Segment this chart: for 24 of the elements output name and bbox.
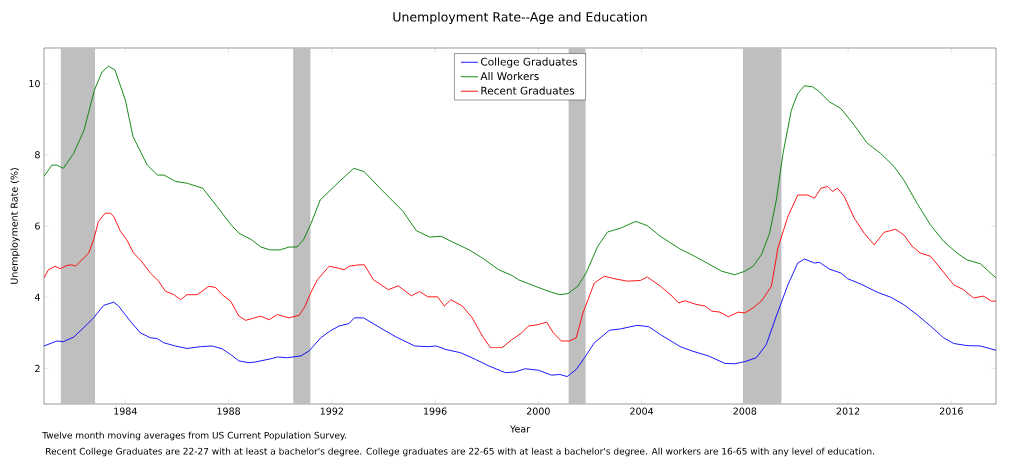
text: Twelve month moving averages from US Current Population Survey. — [42, 431, 346, 441]
y-tick-label: 10 — [29, 80, 40, 88]
x-tick-label: 2004 — [630, 407, 654, 415]
legend-label: All Workers — [480, 72, 539, 81]
line-series — [44, 186, 997, 349]
x-tick-label: 2008 — [733, 407, 757, 415]
legend-label: College Graduates — [480, 57, 578, 68]
legend-label: Recent Graduates — [481, 86, 575, 95]
x-tick-label: 1988 — [217, 407, 240, 415]
y-tick-label: 2 — [35, 364, 40, 372]
x-axis-title: Year — [509, 425, 531, 433]
y-tick-label: 6 — [35, 222, 40, 230]
x-tick-label: 1996 — [424, 407, 447, 415]
y-tick-label: 4 — [34, 293, 40, 301]
x-tick-label: 2000 — [526, 407, 550, 415]
text: Recent College Graduates are 22-27 with at least a bachelor's degree. College graduates are 22-65 with at least a bachelor's degree. All workers are 16-65 with any level of education. — [46, 447, 875, 457]
y-tick-label: 8 — [35, 151, 40, 159]
x-tick-label: 1992 — [320, 407, 343, 415]
x-tick-label: 1984 — [114, 407, 137, 415]
x-tick-label: 2016 — [939, 407, 963, 415]
y-axis-title: Unemployment Rate (%) — [10, 168, 20, 284]
chart-title: Unemployment Rate--Age and Education — [393, 11, 647, 25]
line-series — [44, 258, 997, 378]
x-tick-label: 2012 — [836, 407, 860, 415]
